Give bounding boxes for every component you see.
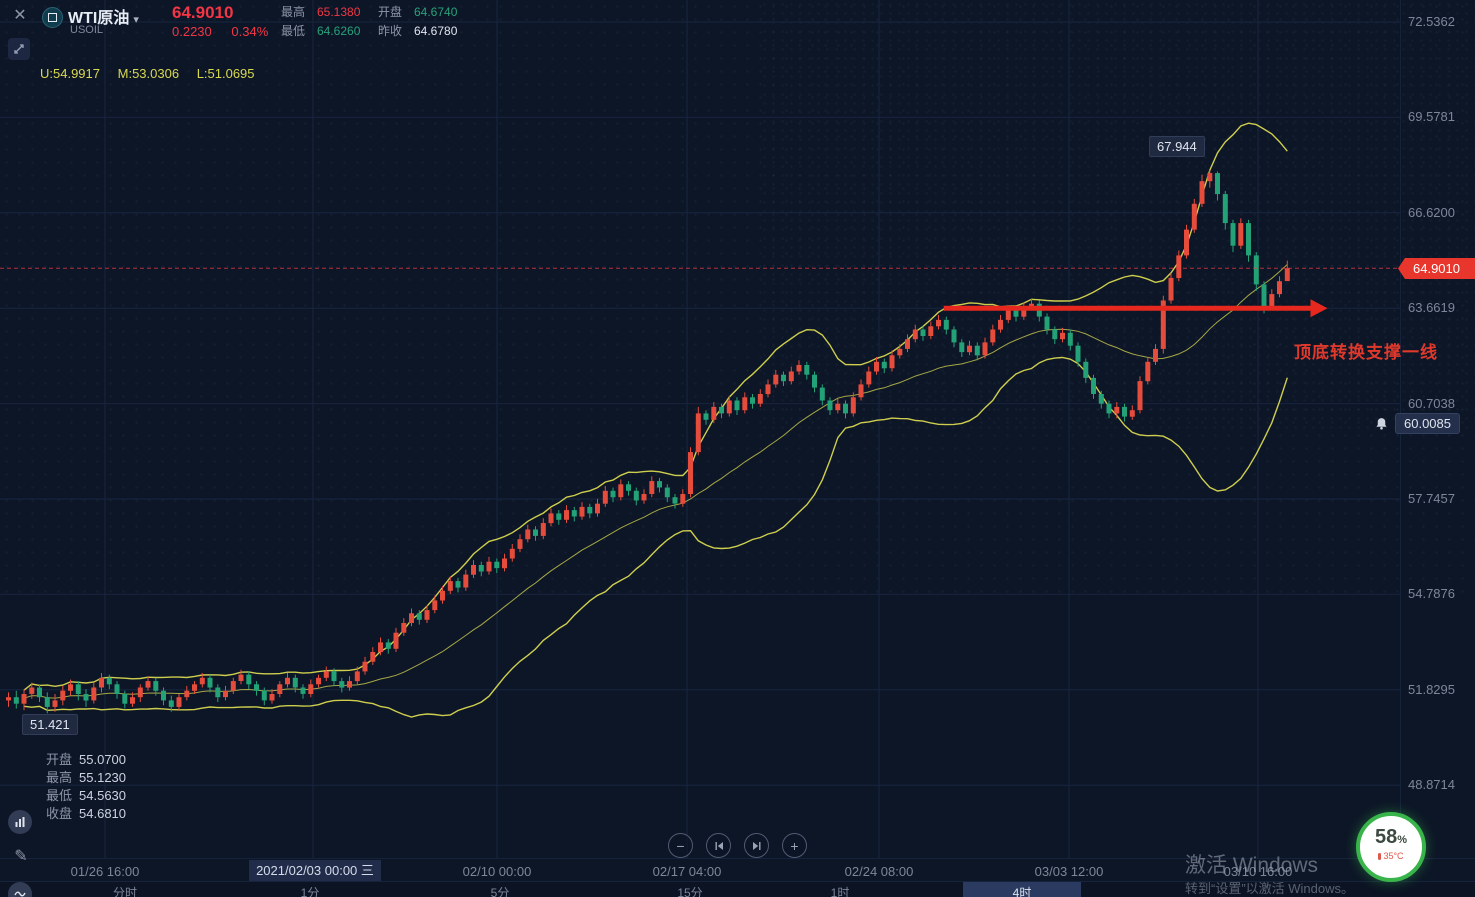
boll-lower: L:51.0695 <box>196 66 255 81</box>
peak-price-label: 67.944 <box>1149 136 1205 157</box>
tooltip-row: 最低 54.5630 <box>46 788 127 803</box>
timeframe-tab[interactable]: 5分 <box>490 886 510 897</box>
change-value: 0.2230 <box>172 24 212 39</box>
low-value: 64.6260 <box>317 24 361 38</box>
instrument-icon <box>42 7 63 28</box>
windows-activation-hint: 转到“设置”以激活 Windows。 <box>1185 881 1355 896</box>
windows-activation-watermark: 激活 Windows <box>1185 854 1319 877</box>
tooltip-row: 最高 55.1230 <box>46 770 127 785</box>
line-tool-button[interactable] <box>8 882 32 897</box>
zoom-out-button[interactable]: − <box>668 833 693 858</box>
bar-chart-icon <box>15 817 25 827</box>
bell-icon <box>1376 418 1387 430</box>
symbol-selector[interactable]: WTI原油 ▾ <box>68 4 139 28</box>
timeframe-tab[interactable]: 1分 <box>300 886 320 897</box>
timeframe-active-highlight <box>963 882 1081 897</box>
y-tick: 54.7876 <box>1408 586 1455 601</box>
low-label: 最低 <box>281 24 306 38</box>
close-icon[interactable]: ✕ <box>13 7 27 24</box>
x-tick: 02/10 00:00 <box>462 864 532 879</box>
chevron-down-icon: ▾ <box>133 14 139 26</box>
open-value: 64.6740 <box>414 5 458 19</box>
diagonal-arrows-icon <box>14 44 24 54</box>
x-tick: 01/26 16:00 <box>70 864 140 879</box>
chart-nav-controls: − + <box>668 833 807 858</box>
skip-end-icon <box>752 841 760 850</box>
y-tick: 72.5362 <box>1408 14 1455 29</box>
timeframe-bar <box>0 881 1475 897</box>
low-price-label: 51.421 <box>22 714 78 735</box>
change-percent: 0.34% <box>231 24 269 39</box>
y-tick: 69.5781 <box>1408 109 1455 124</box>
prev-close-value: 64.6780 <box>414 24 458 38</box>
bollinger-readout: U:54.9917 M:53.0306 L:51.0695 <box>40 66 269 81</box>
candlestick-chart[interactable] <box>0 0 1475 858</box>
boll-middle: M:53.0306 <box>117 66 180 81</box>
skip-start-icon <box>715 841 723 850</box>
y-tick: 60.7038 <box>1408 396 1455 411</box>
open-label: 开盘 <box>378 5 403 19</box>
tooltip-row: 收盘 54.6810 <box>46 806 127 821</box>
expand-icon[interactable] <box>8 38 30 60</box>
timeframe-tab-active[interactable]: 4时 <box>1012 886 1032 897</box>
y-tick: 48.8714 <box>1408 777 1455 792</box>
draw-tool-button[interactable]: ✎ <box>10 846 32 868</box>
x-tick: 03/03 12:00 <box>1034 864 1104 879</box>
high-label: 最高 <box>281 5 306 19</box>
wave-icon <box>14 891 26 897</box>
y-tick: 66.6200 <box>1408 205 1455 220</box>
high-value: 65.1380 <box>317 5 361 19</box>
support-line-annotation: 顶底转换支撑一线 <box>1294 343 1438 362</box>
indicator-tool-button[interactable] <box>8 810 32 834</box>
symbol-name: WTI原油 <box>68 10 130 27</box>
prev-close-label: 昨收 <box>378 24 403 38</box>
time-axis-separator <box>0 858 1475 859</box>
humidity-percent: 58% <box>1374 826 1408 848</box>
zoom-in-button[interactable]: + <box>782 833 807 858</box>
timeframe-tab[interactable]: 1时 <box>830 886 850 897</box>
x-tick: 02/24 08:00 <box>844 864 914 879</box>
y-tick: 51.8295 <box>1408 682 1455 697</box>
temperature: 35°C <box>1360 851 1422 861</box>
thermometer-icon <box>1378 853 1382 861</box>
timeframe-tab[interactable]: 分时 <box>112 886 138 897</box>
current-price-tag: 64.9010 <box>1398 258 1475 279</box>
skip-to-start-button[interactable] <box>706 833 731 858</box>
stats-column-2: 开盘 64.6740 昨收 64.6780 <box>378 3 457 41</box>
stats-column-1: 最高 65.1380 最低 64.6260 <box>281 3 360 41</box>
skip-to-end-button[interactable] <box>744 833 769 858</box>
x-tick: 03/10 16:00 <box>1223 864 1293 879</box>
price-change: 0.2230 0.34% <box>172 24 284 39</box>
alert-price-tag[interactable]: 60.0085 <box>1395 413 1460 434</box>
timeframe-tab[interactable]: 15分 <box>677 886 703 897</box>
x-tick-highlighted: 2021/02/03 00:00 三 <box>249 860 381 881</box>
y-tick: 63.6619 <box>1408 300 1455 315</box>
tooltip-row: 开盘 55.0700 <box>46 752 127 767</box>
x-tick: 02/17 04:00 <box>652 864 722 879</box>
y-tick: 57.7457 <box>1408 491 1455 506</box>
symbol-code: USOIL <box>70 24 104 36</box>
price-axis-separator <box>1400 0 1401 883</box>
last-price: 64.9010 <box>172 3 234 22</box>
pencil-icon: ✎ <box>14 848 28 865</box>
boll-upper: U:54.9917 <box>40 66 100 81</box>
price-alert[interactable]: 60.0085 <box>1374 413 1460 434</box>
ohlc-tooltip: 开盘 55.0700 最高 55.1230 最低 54.5630 收盘 54.6810 <box>46 751 126 823</box>
weather-widget[interactable]: 58% 35°C <box>1356 812 1426 882</box>
